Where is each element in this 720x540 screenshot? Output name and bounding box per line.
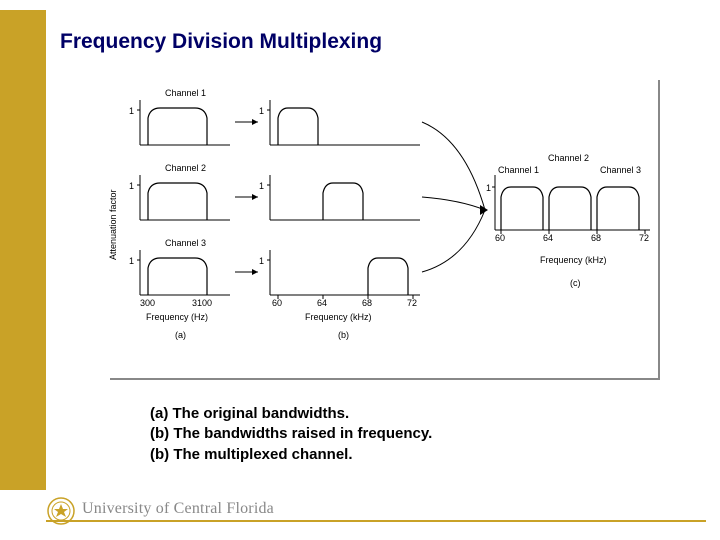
xtick-b68: 68: [362, 298, 372, 308]
xlabel-b: Frequency (kHz): [305, 312, 372, 322]
xlabel-c: Frequency (kHz): [540, 255, 607, 265]
ch3-label-c: Channel 3: [600, 165, 641, 175]
xtick-b64: 64: [317, 298, 327, 308]
xtick-c60: 60: [495, 233, 505, 243]
ch2-label-c: Channel 2: [548, 153, 589, 163]
ch1-label-c: Channel 1: [498, 165, 539, 175]
panel-b: (b): [338, 330, 349, 340]
tick-1-c: 1: [486, 183, 491, 193]
xtick-3100: 3100: [192, 298, 212, 308]
panel-c: (c): [570, 278, 581, 288]
caption-line-2: (b) The bandwidths raised in frequency.: [150, 424, 432, 444]
caption-line-1: (a) The original bandwidths.: [150, 404, 432, 424]
university-name: University of Central Florida: [82, 500, 274, 518]
xtick-c72: 72: [639, 233, 649, 243]
xtick-c64: 64: [543, 233, 553, 243]
xtick-b60: 60: [272, 298, 282, 308]
tick-1-b2: 1: [259, 181, 264, 191]
accent-bar: [0, 10, 46, 490]
xtick-300: 300: [140, 298, 155, 308]
tick-1-b3: 1: [259, 256, 264, 266]
page-title: Frequency Division Multiplexing: [60, 30, 382, 54]
tick-1-a3: 1: [129, 256, 134, 266]
y-axis-label: Attenuation factor: [108, 150, 118, 260]
ch3-label-a: Channel 3: [165, 238, 206, 248]
footer: University of Central Florida: [0, 488, 720, 526]
panel-a: (a): [175, 330, 186, 340]
university-seal-icon: [46, 496, 76, 526]
caption-line-3: (b) The multiplexed channel.: [150, 445, 432, 465]
fdm-diagram: [110, 80, 660, 380]
footer-rule: [46, 520, 706, 522]
fdm-figure: Attenuation factor Channel 1 Channel 2 C…: [110, 80, 660, 380]
ch2-label-a: Channel 2: [165, 163, 206, 173]
tick-1-a1: 1: [129, 106, 134, 116]
xtick-b72: 72: [407, 298, 417, 308]
figure-caption: (a) The original bandwidths. (b) The ban…: [150, 404, 432, 465]
xtick-c68: 68: [591, 233, 601, 243]
xlabel-a: Frequency (Hz): [146, 312, 208, 322]
tick-1-b1: 1: [259, 106, 264, 116]
ch1-label-a: Channel 1: [165, 88, 206, 98]
tick-1-a2: 1: [129, 181, 134, 191]
